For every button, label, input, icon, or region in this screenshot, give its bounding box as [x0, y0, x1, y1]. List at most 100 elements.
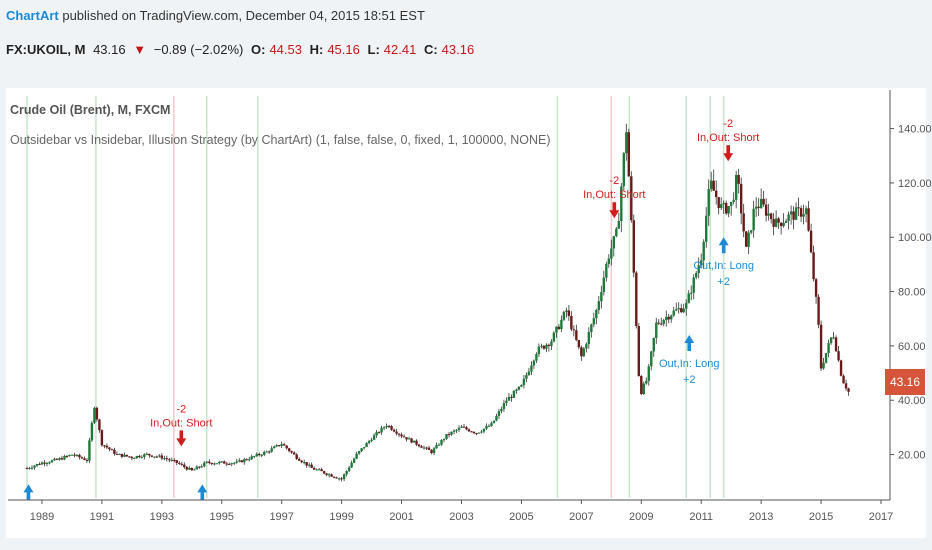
candle-body — [95, 407, 99, 420]
candle-body — [223, 461, 226, 464]
candle-body — [824, 353, 828, 363]
candle-body — [128, 456, 131, 458]
candle-body — [677, 308, 680, 310]
x-tick-label: 1991 — [90, 511, 114, 523]
x-tick-label: 2001 — [389, 511, 413, 523]
signal-label: In,Out: Short — [697, 132, 759, 144]
candle-body — [305, 462, 308, 466]
candle-body — [712, 180, 715, 191]
signal-label: +2 — [683, 374, 696, 386]
candle-body — [320, 469, 323, 472]
signal-label: +2 — [717, 276, 730, 288]
candle-body — [270, 448, 273, 452]
candle-body — [724, 202, 728, 214]
candle-body — [392, 429, 396, 432]
x-tick-label: 1999 — [329, 511, 353, 523]
candle-body — [615, 228, 618, 237]
high-label: H: — [309, 42, 324, 57]
candle-body — [797, 207, 800, 209]
candle-body — [839, 360, 843, 376]
candle-body — [799, 208, 803, 217]
candle-body — [295, 454, 298, 459]
candle-body — [557, 326, 561, 330]
candle-body — [60, 458, 64, 460]
candle-body — [447, 434, 451, 436]
candle-body — [655, 322, 658, 338]
candle-body — [28, 468, 31, 470]
candle-body — [822, 362, 825, 369]
candle-body — [819, 324, 823, 369]
candle-body — [377, 432, 381, 434]
candle-body — [590, 324, 593, 333]
candle-body — [487, 426, 491, 428]
candle-body — [847, 388, 850, 392]
candle-body — [145, 453, 149, 455]
study-title[interactable]: Outsidebar vs Insidebar, Illusion Strate… — [10, 133, 551, 147]
author-link[interactable]: ChartArt — [6, 8, 59, 23]
x-tick-label: 2013 — [749, 511, 773, 523]
quote-line: FX:UKOIL, M 43.16 ▼ −0.89 (−2.02%) O: 44.… — [6, 42, 478, 57]
candle-body — [667, 316, 670, 320]
candle-body — [842, 375, 845, 384]
candle-body — [727, 206, 730, 214]
candle-body — [322, 471, 326, 474]
candle-body — [255, 453, 258, 457]
candle-body — [230, 463, 233, 465]
candle-body — [437, 444, 441, 446]
candle-body — [512, 390, 516, 398]
candle-body — [85, 459, 89, 461]
candle-body — [774, 218, 778, 227]
candle-body — [837, 351, 840, 361]
candle-body — [225, 463, 228, 465]
candle-body — [180, 463, 184, 465]
candle-body — [567, 310, 571, 317]
candle-body — [647, 366, 650, 381]
candle-body — [784, 220, 788, 223]
low-value: 42.41 — [383, 42, 417, 57]
candle-body — [682, 308, 685, 313]
candle-body — [35, 463, 39, 466]
candle-body — [462, 426, 466, 428]
candle-body — [218, 461, 221, 464]
candle-body — [630, 176, 633, 221]
candle-body — [355, 453, 358, 459]
candle-body — [118, 453, 121, 455]
candle-body — [617, 221, 621, 229]
candle-body — [178, 462, 181, 464]
candle-body — [702, 241, 705, 261]
long-arrow-icon — [197, 484, 208, 493]
candle-body — [365, 442, 368, 448]
candle-body — [515, 389, 518, 391]
symbol-label[interactable]: FX:UKOIL, M — [6, 42, 86, 57]
x-tick-label: 1997 — [269, 511, 293, 523]
candle-body — [749, 230, 753, 233]
candle-body — [587, 332, 591, 345]
y-tick-label: 40.00 — [898, 395, 926, 407]
candle-body — [140, 457, 144, 459]
candle-body — [645, 380, 648, 384]
candle-body — [300, 460, 303, 463]
candle-body — [273, 446, 276, 449]
candle-body — [362, 447, 366, 449]
candle-body — [717, 197, 720, 209]
candle-body — [113, 449, 116, 454]
candle-body — [687, 293, 690, 303]
candle-body — [297, 458, 301, 461]
candle-body — [200, 466, 203, 468]
candle-body — [719, 204, 723, 209]
candle-body — [130, 456, 134, 459]
candle-body — [98, 419, 101, 431]
candle-body — [208, 461, 211, 463]
chart-panel[interactable] — [6, 88, 926, 538]
candle-body — [789, 211, 793, 215]
axes-layer: 1989 1991 1993 1995 1997 1999 2001 2003 2005 2007… — [8, 90, 932, 523]
candle-body — [287, 448, 291, 452]
candle-body — [490, 423, 493, 427]
candle-body — [460, 426, 463, 428]
candle-body — [143, 454, 146, 458]
candle-body — [700, 260, 703, 266]
candle-body — [507, 396, 511, 401]
high-value: 45.16 — [327, 42, 360, 57]
candle-body — [360, 448, 363, 452]
